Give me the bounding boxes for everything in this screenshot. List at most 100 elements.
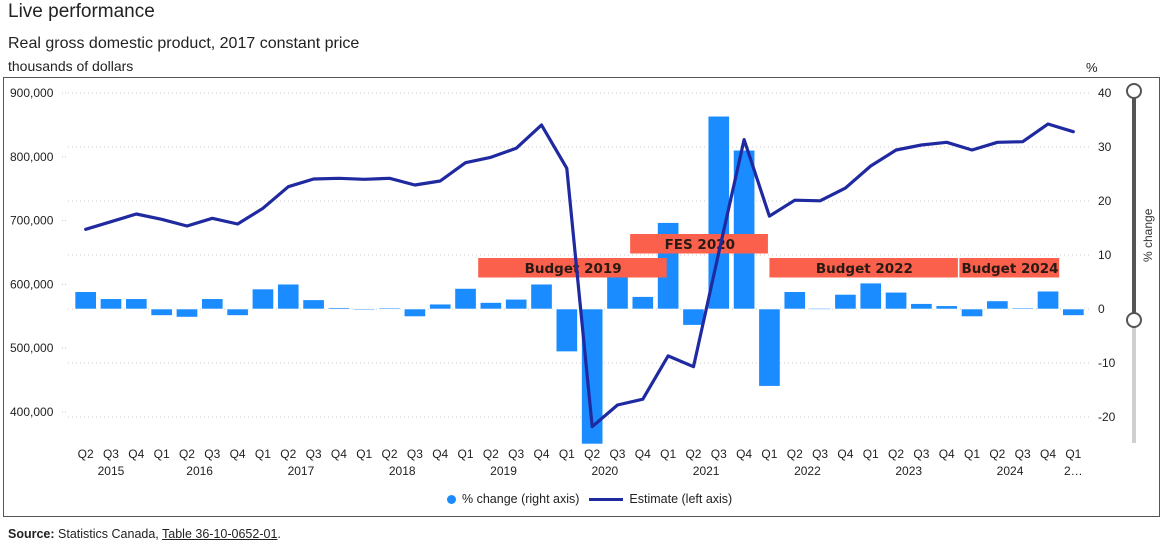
x-tick-label: Q3 <box>711 447 727 461</box>
bar <box>910 303 933 310</box>
bar <box>302 299 325 310</box>
x-tick-label: Q4 <box>331 447 347 461</box>
x-tick-label: Q2 <box>483 447 499 461</box>
left-tick-label: 600,000 <box>10 277 54 291</box>
bar <box>530 283 553 310</box>
bar-series <box>74 115 1085 445</box>
x-tick-label: Q1 <box>154 447 170 461</box>
slider-bottom-handle[interactable] <box>1126 312 1142 328</box>
slider-top-handle[interactable] <box>1126 83 1142 99</box>
right-tick-label: 10 <box>1098 248 1112 262</box>
x-tick-label: Q4 <box>635 447 651 461</box>
estimate-line <box>84 122 1075 429</box>
chart-subtitle: Real gross domestic product, 2017 consta… <box>8 35 360 52</box>
right-tick-label: -20 <box>1098 410 1116 424</box>
annotation-bands: Budget 2019 FES 2020 Budget 2022 Budget 202… <box>478 234 1060 278</box>
x-year-label: 2017 <box>288 464 315 478</box>
bar <box>74 291 97 310</box>
left-axis-unit: thousands of dollars <box>8 58 134 74</box>
x-year-label: 2022 <box>794 464 821 478</box>
bar <box>758 308 781 387</box>
x-tick-label: Q4 <box>534 447 550 461</box>
x-tick-label: Q2 <box>787 447 803 461</box>
right-tick-label: 20 <box>1098 194 1112 208</box>
bar <box>454 288 477 310</box>
x-year-label: 2024 <box>997 464 1024 478</box>
bar <box>353 308 376 311</box>
annotation-band <box>959 258 1060 278</box>
source-text: Statistics Canada, <box>58 527 159 541</box>
source-suffix: . <box>277 527 281 541</box>
left-tick-label: 700,000 <box>10 214 54 228</box>
x-tick-label: Q3 <box>609 447 625 461</box>
annotation-band <box>630 234 768 254</box>
x-tick-label: Q3 <box>1015 447 1031 461</box>
bar <box>176 308 198 318</box>
bar <box>1011 307 1034 310</box>
bar <box>429 303 452 310</box>
x-tick-label: Q3 <box>812 447 828 461</box>
legend: % change (right axis) Estimate (left axi… <box>447 492 732 506</box>
bar <box>885 291 907 310</box>
right-tick-label: 0 <box>1098 302 1105 316</box>
x-year-label: 2… <box>1064 464 1083 478</box>
x-tick-label: Q2 <box>888 447 904 461</box>
x-year-label: 2023 <box>895 464 922 478</box>
bar <box>707 115 730 310</box>
bar <box>403 308 426 317</box>
left-axis-ticks: 400,000 500,000 600,000 700,000 800,000 900,0… <box>10 86 68 419</box>
x-tick-label: Q1 <box>660 447 676 461</box>
bar <box>555 308 578 352</box>
bar <box>733 149 756 310</box>
source-prefix: Source: <box>8 527 55 541</box>
x-tick-label: Q3 <box>913 447 929 461</box>
x-tick-label: Q3 <box>306 447 322 461</box>
x-tick-label: Q2 <box>584 447 600 461</box>
x-tick-label: Q4 <box>432 447 448 461</box>
x-year-label: 2018 <box>389 464 416 478</box>
line-legend-marker[interactable] <box>589 497 624 501</box>
x-tick-label: Q1 <box>356 447 372 461</box>
x-tick-label: Q2 <box>179 447 195 461</box>
x-tick-label: Q1 <box>458 447 474 461</box>
bar <box>201 298 224 310</box>
left-tick-label: 900,000 <box>10 86 54 100</box>
x-tick-label: Q1 <box>761 447 777 461</box>
bar <box>150 308 173 316</box>
x-tick-label: Q2 <box>989 447 1005 461</box>
bar <box>935 305 958 310</box>
bar-legend-label[interactable]: % change (right axis) <box>462 492 580 506</box>
bar <box>125 298 148 310</box>
x-tick-label: Q3 <box>508 447 524 461</box>
x-tick-label: Q4 <box>230 447 246 461</box>
range-slider[interactable] <box>1126 83 1142 443</box>
annotation-label: FES 2020 <box>665 237 735 253</box>
source-link[interactable]: Table 36-10-0652-01 <box>162 527 278 541</box>
bar <box>378 307 401 310</box>
bar <box>986 300 1009 310</box>
x-tick-label: Q1 <box>1065 447 1081 461</box>
bar <box>505 298 528 310</box>
bar <box>100 298 122 310</box>
x-tick-label: Q1 <box>255 447 271 461</box>
annotation-band <box>769 258 958 278</box>
right-tick-label: -10 <box>1098 356 1116 370</box>
slider-label: % change <box>1141 208 1155 262</box>
right-axis-ticks: -20 -10 0 10 20 30 40 <box>1098 86 1116 424</box>
x-tick-label: Q1 <box>964 447 980 461</box>
annotation-label: Budget 2022 <box>816 261 913 277</box>
right-tick-label: 40 <box>1098 86 1112 100</box>
bar <box>682 308 705 326</box>
bar <box>252 288 274 310</box>
annotation-label: Budget 2019 <box>525 261 622 277</box>
x-tick-label: Q2 <box>382 447 398 461</box>
x-year-label: 2016 <box>186 464 213 478</box>
line-legend-label[interactable]: Estimate (left axis) <box>629 492 733 506</box>
bar <box>479 302 502 310</box>
bar-legend-marker[interactable] <box>447 494 456 504</box>
x-tick-label: Q4 <box>1040 447 1056 461</box>
bar <box>961 308 983 317</box>
x-tick-label: Q3 <box>204 447 220 461</box>
x-axis-labels: Q2 Q3 Q4 Q1 Q2 Q3 Q4 Q1 Q2 Q3 Q4 Q1 Q2 Q3 Q4 Q1 Q2 Q3 Q4 Q1… <box>78 447 1083 478</box>
